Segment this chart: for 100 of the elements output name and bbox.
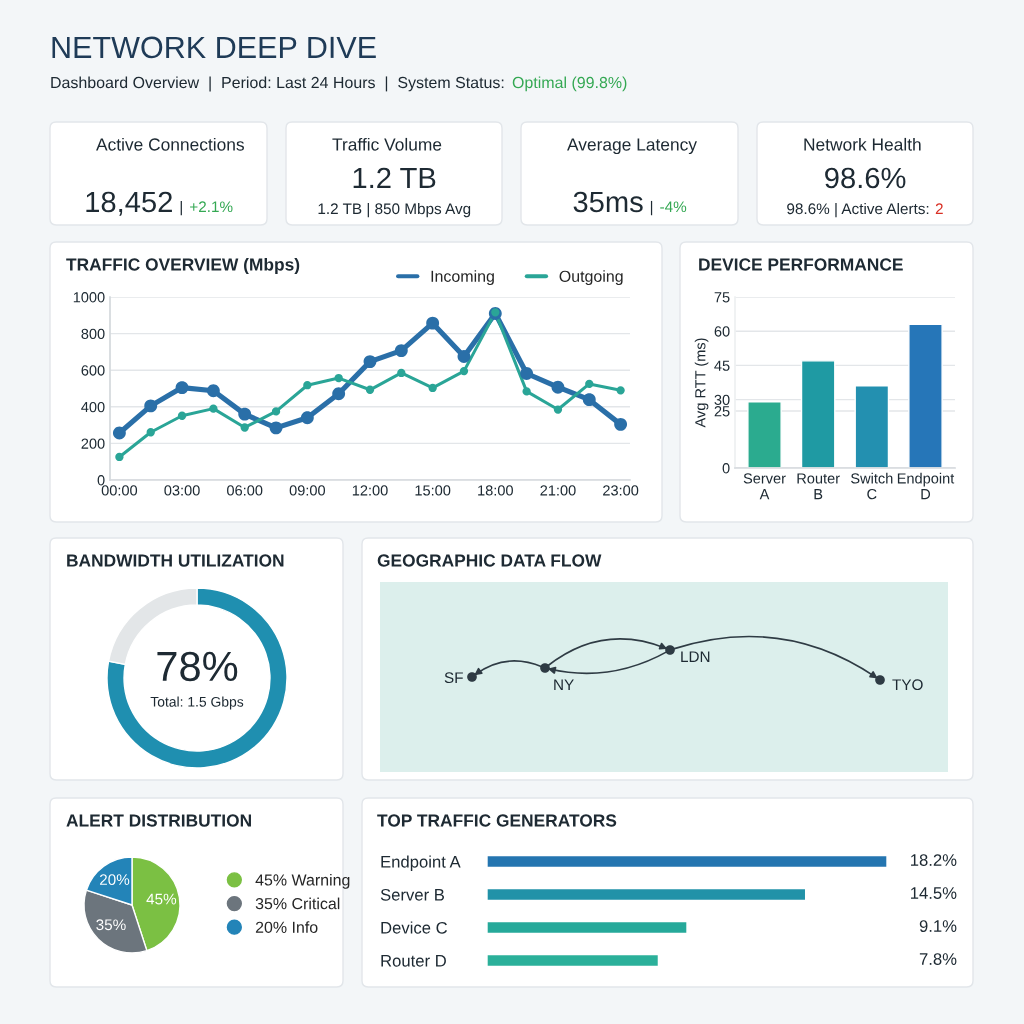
text: +2.1%	[190, 201, 233, 213]
chart-title: BANDWIDTH UTILIZATION	[67, 554, 284, 567]
text: 78%	[157, 651, 238, 682]
point	[271, 407, 281, 416]
text: GEOGRAPHIC DATA FLOW	[377, 554, 602, 567]
point	[206, 384, 220, 398]
x-tick-label: Switch C	[851, 472, 893, 500]
point	[426, 316, 440, 330]
data-label: 35%	[96, 919, 126, 931]
data-label: 14.5%	[911, 887, 957, 899]
bar	[908, 323, 943, 468]
point	[175, 381, 189, 395]
point	[177, 411, 187, 420]
y-tick-label: 1000	[73, 292, 105, 303]
chart-title: DEVICE PERFORMANCE	[699, 258, 903, 271]
bar	[800, 360, 836, 468]
x-tick-label: 21:00	[540, 485, 576, 496]
point	[144, 399, 158, 413]
chart-title: TOP TRAFFIC GENERATORS	[377, 814, 617, 827]
x-tick-label: 06:00	[227, 485, 263, 496]
bar	[747, 401, 782, 468]
y-tick-label: 60	[714, 326, 730, 337]
text: 2	[935, 203, 943, 214]
legend-label: Outgoing	[559, 270, 623, 286]
point	[582, 393, 596, 407]
point	[394, 344, 408, 358]
x-tick-label: Server A	[743, 473, 786, 500]
point	[459, 366, 469, 376]
x-tick-label: Router B	[797, 473, 840, 500]
text: TYO	[892, 679, 923, 691]
x-tick-label: 15:00	[415, 485, 451, 496]
data-label: 20%	[99, 874, 130, 886]
text: Total: 1.5 Gbps	[150, 696, 244, 710]
x-tick-label: 12:00	[352, 485, 388, 496]
text: Network Health	[804, 137, 921, 151]
y-tick-label: 45	[714, 360, 730, 371]
point	[332, 387, 346, 401]
y-tick-label: Endpoint A	[381, 855, 461, 871]
x-tick-label: 00:00	[101, 485, 138, 496]
x-tick-label: 03:00	[164, 485, 200, 496]
chart-title: ALERT DISTRIBUTION	[66, 814, 251, 827]
text: Optimal (99.8%)	[512, 76, 627, 92]
point	[585, 379, 594, 389]
point	[363, 355, 377, 369]
y-tick-label: 800	[81, 328, 105, 340]
donut-slice	[106, 587, 288, 769]
x-tick-label: 09:00	[289, 485, 326, 496]
x-tick-label: 18:00	[478, 485, 513, 496]
legend-label: 45% Warning	[255, 873, 350, 889]
y-tick-label: 200	[81, 438, 105, 449]
text: SF	[444, 672, 463, 684]
x-tick-label: 23:00	[603, 485, 639, 496]
point	[240, 423, 249, 432]
text: Active Connections	[96, 137, 244, 151]
point	[303, 381, 312, 390]
y-tick-label: 25	[714, 406, 730, 417]
bar	[487, 887, 807, 902]
text: 18,452	[86, 191, 172, 216]
y-tick-label: 600	[81, 365, 105, 376]
legend-label: 35% Critical	[255, 897, 340, 910]
y-tick-label: Device C	[381, 921, 448, 934]
point	[553, 405, 563, 414]
text: |	[180, 200, 182, 216]
point	[209, 404, 218, 413]
point	[146, 428, 155, 437]
text: NY	[554, 679, 574, 690]
point	[334, 373, 343, 383]
bar	[487, 953, 660, 968]
point	[520, 367, 534, 380]
data-label: 7.8%	[919, 953, 957, 965]
bar	[487, 854, 887, 869]
point	[522, 387, 531, 396]
point	[365, 385, 375, 394]
text: NETWORK DEEP DIVE	[52, 36, 376, 59]
legend-label: 20% Info	[255, 921, 318, 933]
point	[551, 380, 565, 394]
text: 98.6%	[825, 167, 906, 189]
bar	[487, 920, 688, 935]
text: Dashboard Overview | Period: Last 24 Hours | System Status:	[51, 76, 504, 92]
text: |	[650, 200, 653, 216]
text: 1.2 TB | 850 Mbps Avg	[318, 202, 471, 218]
point	[428, 383, 437, 393]
legend-label: Incoming	[431, 270, 494, 286]
text: 1.2 TB	[353, 167, 436, 188]
point	[616, 386, 625, 395]
text: -4%	[660, 201, 687, 213]
text: Average Latency	[567, 138, 697, 155]
data-label: 45%	[146, 893, 177, 905]
y-tick-label: 75	[714, 292, 730, 303]
point	[238, 407, 252, 421]
text: 35ms	[573, 191, 643, 213]
y-tick-label: 0	[722, 463, 730, 474]
y-tick-label: Server B	[380, 888, 445, 901]
chart-title: TRAFFIC OVERVIEW (Mbps)	[66, 257, 300, 275]
point	[115, 452, 124, 462]
point	[397, 368, 406, 378]
y-tick-label: 400	[81, 401, 105, 413]
data-label: 18.2%	[911, 854, 957, 866]
y-tick-label: 30	[714, 394, 730, 406]
data-label: 9.1%	[919, 920, 957, 932]
